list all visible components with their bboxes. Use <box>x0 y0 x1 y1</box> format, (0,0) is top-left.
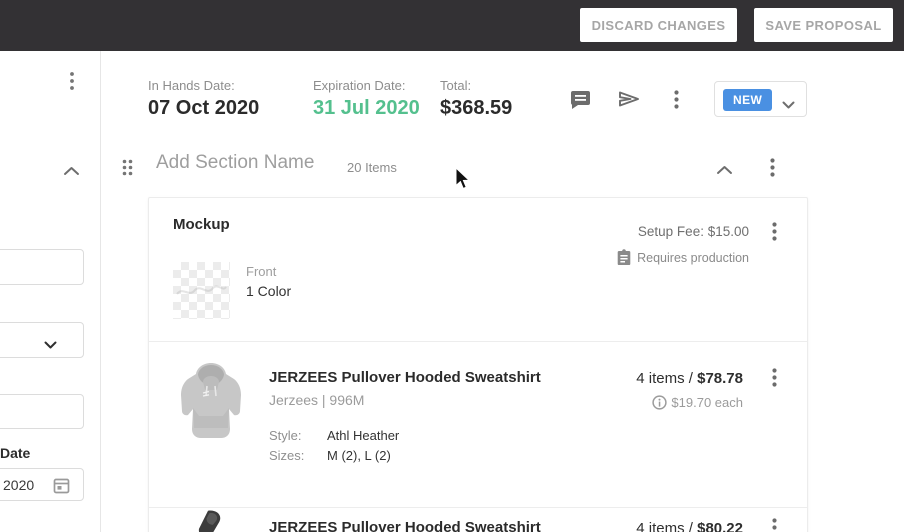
qty-label: 4 items / <box>636 520 698 532</box>
send-icon[interactable] <box>617 88 641 115</box>
product-each-price: $19.70 each <box>652 395 743 410</box>
product-sizes-row: Sizes: M (2), L (2) <box>269 448 391 463</box>
product-style-row: Style: Athl Heather <box>269 428 399 443</box>
total-label: Total: <box>440 78 472 93</box>
style-label: Style: <box>269 428 302 443</box>
sidebar-collapse-chevron-up-icon[interactable] <box>63 163 80 181</box>
expiration-date-label: Expiration Date: <box>313 78 406 93</box>
product-qty-price: 4 items / $80.22 <box>636 520 743 532</box>
total-value: $368.59 <box>440 97 513 119</box>
product-kebab-menu-icon[interactable] <box>772 368 777 392</box>
product-title[interactable]: JERZEES Pullover Hooded Sweatshirt <box>269 369 541 386</box>
mockup-artwork-thumbnail[interactable] <box>173 262 230 319</box>
product-kebab-menu-icon[interactable] <box>772 518 777 532</box>
expiration-date-stat: Expiration Date: 31 Jul 2020 <box>313 78 420 120</box>
each-price-label: $19.70 each <box>671 395 743 410</box>
total-stat: Total: $368.59 <box>440 78 512 120</box>
clipboard-icon <box>617 249 631 265</box>
section-collapse-chevron-up-icon[interactable] <box>716 162 733 180</box>
sidebar-select-field[interactable] <box>0 322 84 358</box>
date-field-label: Date <box>0 445 31 461</box>
discard-changes-button[interactable]: DISCARD CHANGES <box>580 8 737 42</box>
setup-fee-text: Setup Fee: $15.00 <box>637 224 749 239</box>
requires-production: Requires production <box>617 249 749 265</box>
requires-production-label: Requires production <box>637 251 749 265</box>
date-input[interactable]: 2020 <box>0 468 84 501</box>
sidebar-text-field-2[interactable] <box>0 394 84 429</box>
in-hands-date-label: In Hands Date: <box>148 78 235 93</box>
expiration-date-value: 31 Jul 2020 <box>313 97 420 119</box>
save-proposal-button[interactable]: SAVE PROPOSAL <box>754 8 893 42</box>
section-items-card: Mockup Setup Fee: $15.00 Requires produc… <box>148 197 808 532</box>
qty-label: 4 items / <box>636 370 698 387</box>
product-brand-sku: Jerzees | 996M <box>269 392 365 408</box>
sidebar-text-field[interactable] <box>0 249 84 285</box>
product-title[interactable]: JERZEES Pullover Hooded Sweatshirt <box>269 519 541 532</box>
section-name-input[interactable] <box>156 152 341 174</box>
section-items-count: 20 Items <box>347 160 397 175</box>
mockup-colors-label: 1 Color <box>246 283 292 299</box>
price-value: $78.78 <box>697 370 743 387</box>
top-action-bar: DISCARD CHANGES SAVE PROPOSAL <box>0 0 904 51</box>
status-badge: NEW <box>723 89 773 111</box>
sidebar-kebab-menu-icon[interactable] <box>70 72 74 95</box>
product-image-hoodie-black[interactable] <box>194 510 236 532</box>
chevron-down-icon <box>782 96 795 114</box>
status-dropdown[interactable]: NEW <box>714 81 807 117</box>
style-value: Athl Heather <box>327 428 400 443</box>
product-image-hoodie-gray[interactable] <box>179 360 243 445</box>
info-icon[interactable] <box>652 395 668 410</box>
header-kebab-menu-icon[interactable] <box>674 90 679 114</box>
left-sidebar: Date 2020 <box>0 51 101 532</box>
date-input-value: 2020 <box>3 477 35 493</box>
mouse-cursor <box>455 166 473 196</box>
comment-icon[interactable] <box>570 90 592 115</box>
in-hands-date-value: 07 Oct 2020 <box>148 97 260 119</box>
row-divider <box>149 507 807 508</box>
chevron-down-icon <box>44 336 57 354</box>
row-divider <box>149 341 807 342</box>
sizes-label: Sizes: <box>269 448 305 463</box>
mockup-title: Mockup <box>173 216 230 233</box>
sizes-value: M (2), L (2) <box>327 448 391 463</box>
section-drag-handle-icon[interactable] <box>122 159 133 181</box>
product-qty-price: 4 items / $78.78 <box>636 370 743 387</box>
section-kebab-menu-icon[interactable] <box>770 158 775 182</box>
in-hands-date-stat: In Hands Date: 07 Oct 2020 <box>148 78 259 120</box>
mockup-view-label: Front <box>246 264 277 279</box>
price-value: $80.22 <box>697 520 743 532</box>
calendar-icon[interactable] <box>52 476 71 500</box>
mockup-kebab-menu-icon[interactable] <box>772 222 777 246</box>
